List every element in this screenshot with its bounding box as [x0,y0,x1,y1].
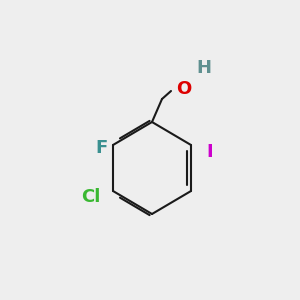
Text: F: F [96,139,108,157]
Text: H: H [196,59,211,77]
Text: I: I [206,143,213,161]
Text: O: O [176,80,191,98]
Text: Cl: Cl [81,188,100,206]
